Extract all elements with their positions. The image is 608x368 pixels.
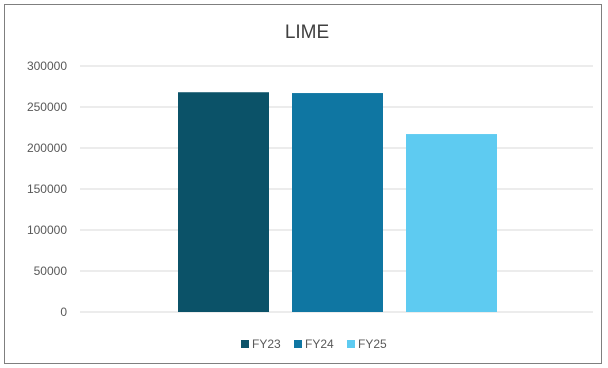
y-tick-label: 100000 <box>27 223 67 237</box>
chart-frame: LIME 0 50000 100000 150000 200000 250000 30000… <box>4 4 602 364</box>
legend-swatch-fy24 <box>294 340 302 348</box>
y-tick-label: 300000 <box>27 59 67 73</box>
bars <box>178 92 497 313</box>
y-tick-label: 250000 <box>27 100 67 114</box>
bar-fy24 <box>292 93 383 312</box>
legend-swatch-fy25 <box>347 340 355 348</box>
legend-label-fy23: FY23 <box>252 337 281 351</box>
y-tick-label: 50000 <box>34 264 68 278</box>
y-tick-label: 0 <box>60 305 67 319</box>
legend-label-fy25: FY25 <box>358 337 387 351</box>
y-axis-ticks: 0 50000 100000 150000 200000 250000 300000 <box>27 59 67 319</box>
y-tick-label: 150000 <box>27 182 67 196</box>
legend-swatch-fy23 <box>241 340 249 348</box>
y-tick-label: 200000 <box>27 141 67 155</box>
bar-fy25 <box>406 134 497 312</box>
legend: FY23 FY24 FY25 <box>241 337 387 351</box>
chart-title: LIME <box>285 22 329 43</box>
chart-svg: LIME 0 50000 100000 150000 200000 250000 30000… <box>27 22 593 351</box>
legend-label-fy24: FY24 <box>305 337 334 351</box>
bar-fy23 <box>178 92 269 313</box>
